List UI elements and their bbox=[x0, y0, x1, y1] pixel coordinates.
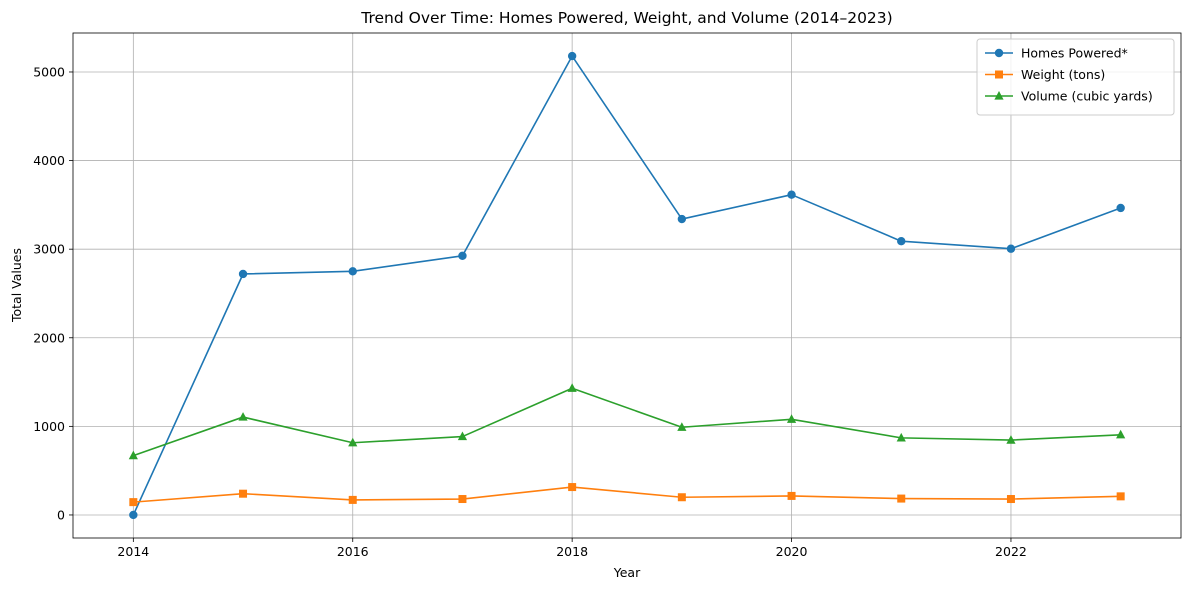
x-tick-label: 2020 bbox=[776, 544, 808, 559]
data-point bbox=[1006, 435, 1016, 444]
data-point bbox=[458, 495, 467, 504]
data-point bbox=[786, 414, 797, 423]
data-point bbox=[677, 493, 686, 502]
chart-title: Trend Over Time: Homes Powered, Weight, … bbox=[360, 9, 892, 27]
data-point bbox=[568, 483, 577, 492]
legend-label: Weight (tons) bbox=[1021, 67, 1105, 82]
y-tick-label: 0 bbox=[57, 507, 65, 522]
legend-marker bbox=[994, 91, 1004, 100]
data-point bbox=[897, 237, 906, 246]
data-point bbox=[897, 494, 906, 503]
series-3 bbox=[128, 383, 1126, 460]
series-line bbox=[133, 486, 1121, 503]
axis-ticks: 2014 2016 2018 2020 2022 0 1000 2000 3000 4000 500… bbox=[33, 64, 1027, 559]
legend-item: Homes Powered* bbox=[985, 46, 1128, 61]
x-tick-label: 2022 bbox=[995, 544, 1027, 559]
data-point bbox=[1116, 203, 1125, 213]
x-tick-label: 2014 bbox=[117, 544, 149, 559]
y-tick-label: 1000 bbox=[33, 419, 65, 434]
legend-label: Homes Powered* bbox=[1021, 46, 1128, 61]
legend-label: Volume (cubic yards) bbox=[1021, 89, 1153, 104]
data-point bbox=[238, 412, 248, 421]
data-point bbox=[787, 491, 796, 500]
data-point bbox=[238, 269, 248, 279]
y-tick-label: 3000 bbox=[33, 242, 65, 257]
data-point bbox=[1116, 429, 1126, 439]
legend-box bbox=[976, 38, 1175, 116]
series-2 bbox=[129, 483, 1125, 507]
data-point bbox=[1116, 492, 1125, 501]
series-group bbox=[128, 51, 1126, 520]
data-point bbox=[787, 190, 796, 199]
data-point bbox=[567, 51, 577, 61]
legend-marker bbox=[994, 48, 1004, 58]
data-point bbox=[677, 422, 687, 431]
data-point bbox=[458, 251, 467, 261]
data-point bbox=[239, 489, 248, 498]
data-point bbox=[457, 431, 468, 441]
data-point bbox=[348, 437, 358, 447]
y-tick-label: 2000 bbox=[33, 330, 65, 345]
data-point bbox=[348, 495, 357, 504]
series-line bbox=[133, 387, 1121, 457]
series-1 bbox=[129, 51, 1125, 520]
x-tick-label: 2018 bbox=[556, 544, 588, 559]
legend-marker bbox=[995, 70, 1003, 79]
plot-frame bbox=[72, 32, 1182, 539]
y-tick-label: 4000 bbox=[33, 153, 65, 168]
legend-item: Volume (cubic yards) bbox=[985, 89, 1153, 104]
data-point bbox=[1006, 244, 1016, 253]
data-point bbox=[348, 267, 357, 276]
data-point bbox=[1006, 495, 1015, 504]
y-tick-label: 5000 bbox=[33, 64, 65, 79]
data-point bbox=[129, 510, 138, 520]
y-axis-label: Total Values bbox=[9, 248, 24, 323]
data-point bbox=[677, 214, 687, 224]
legend: Homes Powered* Weight (tons) Volume (cubic… bbox=[976, 38, 1175, 116]
legend-item: Weight (tons) bbox=[985, 67, 1105, 82]
data-point bbox=[129, 498, 138, 507]
x-tick-label: 2016 bbox=[337, 544, 369, 559]
series-line bbox=[132, 55, 1121, 516]
data-point bbox=[896, 432, 906, 442]
data-point bbox=[567, 383, 577, 392]
x-axis-label: Year bbox=[613, 565, 641, 580]
data-point bbox=[128, 450, 138, 460]
